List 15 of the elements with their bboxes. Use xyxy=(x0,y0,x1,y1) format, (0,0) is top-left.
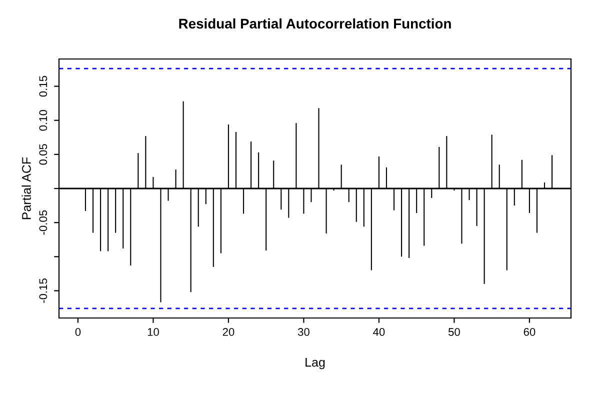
x-tick-label: 40 xyxy=(373,328,385,336)
x-tick-label: 30 xyxy=(298,328,310,336)
x-tick-label: 50 xyxy=(448,328,460,336)
y-tick-label: -0.05 xyxy=(39,210,48,235)
y-tick-label: 0.15 xyxy=(39,76,48,97)
y-tick-label: 0.10 xyxy=(39,110,48,131)
chart-title: Residual Partial Autocorrelation Function xyxy=(179,18,451,29)
x-tick-label: 0 xyxy=(75,328,81,336)
y-axis-title: Partial ACF xyxy=(22,157,31,220)
y-tick-label: -0.15 xyxy=(39,278,48,303)
x-axis-title: Lag xyxy=(306,358,325,370)
x-tick-label: 60 xyxy=(524,328,536,336)
x-tick-label: 20 xyxy=(222,328,234,336)
x-tick-label: 10 xyxy=(148,328,159,336)
y-tick-label: 0.05 xyxy=(39,144,48,165)
